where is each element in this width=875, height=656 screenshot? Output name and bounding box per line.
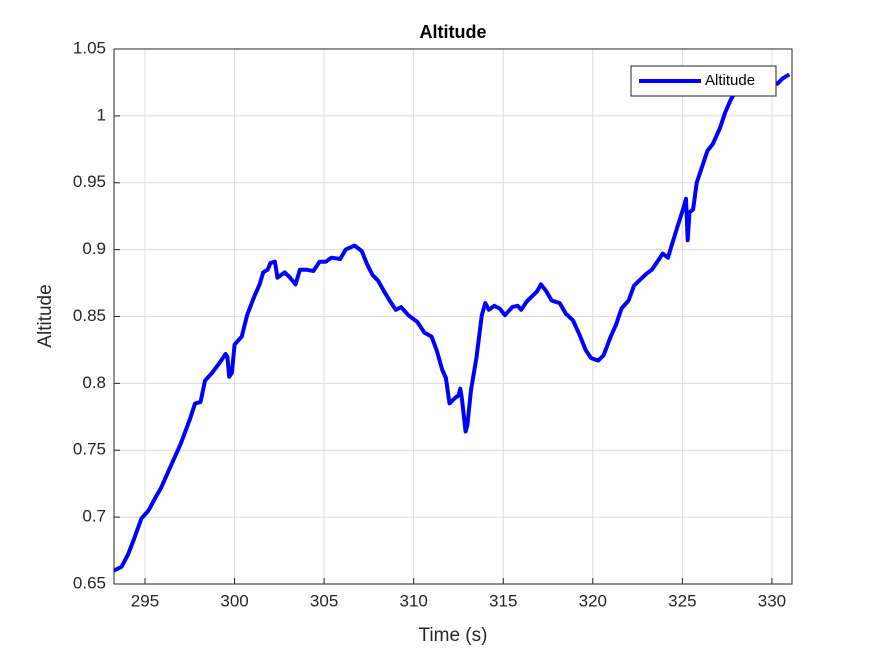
- legend-label: Altitude: [705, 72, 755, 89]
- x-tick-label: 330: [758, 591, 786, 610]
- data-line: [114, 72, 791, 573]
- y-tick-label: 0.9: [82, 239, 106, 258]
- x-tick-label: 310: [399, 591, 427, 610]
- x-axis-label: Time (s): [419, 625, 488, 646]
- y-tick-label: 1: [97, 105, 106, 124]
- chart-title: Altitude: [420, 22, 487, 42]
- x-tick-label: 315: [489, 591, 517, 610]
- y-tick-label: 0.85: [73, 306, 106, 325]
- x-tick-label: 295: [131, 591, 159, 610]
- y-tick-label: 1.05: [73, 38, 106, 57]
- x-tick-label: 320: [579, 591, 607, 610]
- y-tick-label: 0.65: [73, 573, 106, 592]
- y-tick-label: 0.8: [82, 373, 106, 392]
- y-tick-label: 0.95: [73, 172, 106, 191]
- x-tick-label: 300: [220, 591, 248, 610]
- x-tick-label: 305: [310, 591, 338, 610]
- plot-frame: [113, 48, 793, 585]
- y-tick-label: 0.7: [82, 507, 106, 526]
- y-tick-label: 0.75: [73, 440, 106, 459]
- x-tick-label: 325: [668, 591, 696, 610]
- y-axis-label: Altitude: [35, 284, 56, 347]
